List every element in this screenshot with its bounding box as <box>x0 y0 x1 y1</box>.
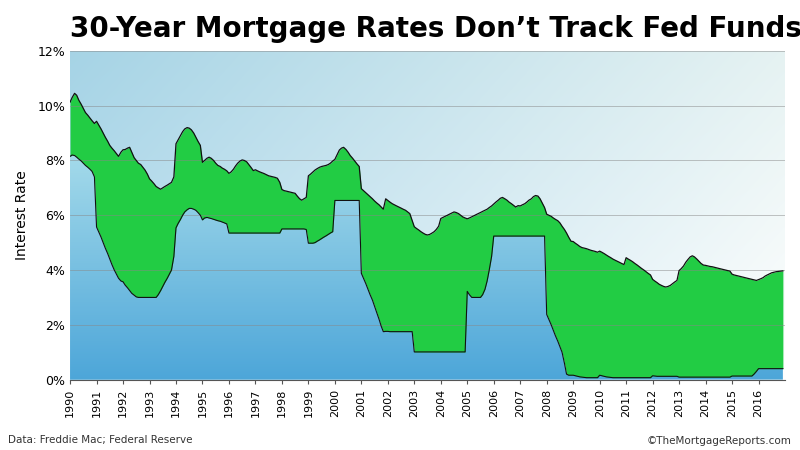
Text: 30-Year Mortgage Rates Don’t Track Fed Funds Rate: 30-Year Mortgage Rates Don’t Track Fed F… <box>70 15 800 43</box>
Text: ©TheMortgageReports.com: ©TheMortgageReports.com <box>647 436 792 446</box>
Text: Data: Freddie Mac; Federal Reserve: Data: Freddie Mac; Federal Reserve <box>8 436 193 446</box>
Y-axis label: Interest Rate: Interest Rate <box>15 171 29 260</box>
